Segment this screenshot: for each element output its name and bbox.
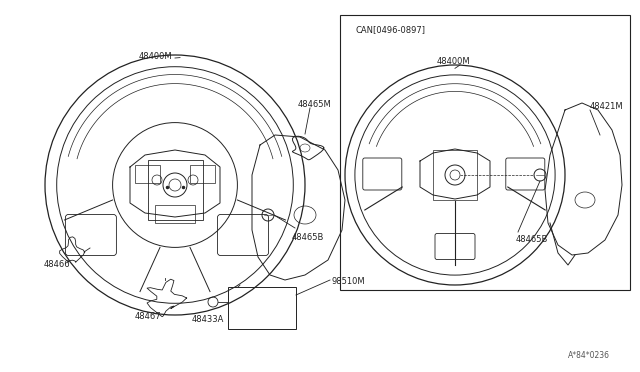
- Text: CAN[0496-0897]: CAN[0496-0897]: [355, 25, 425, 34]
- Text: 48465B: 48465B: [292, 233, 324, 242]
- Text: A*84*0236: A*84*0236: [568, 351, 610, 360]
- Text: 48465M: 48465M: [298, 100, 332, 109]
- Text: 48421M: 48421M: [590, 102, 623, 111]
- Bar: [228, 287, 296, 329]
- Text: 48466: 48466: [44, 260, 70, 269]
- Text: 48467: 48467: [134, 312, 161, 321]
- Text: 98510M: 98510M: [332, 277, 365, 286]
- Bar: [190, 165, 215, 183]
- Bar: [340, 15, 630, 290]
- Bar: [155, 205, 195, 223]
- Text: 48400M: 48400M: [138, 52, 172, 61]
- Bar: [433, 150, 477, 200]
- Text: 48465B: 48465B: [516, 235, 548, 244]
- Text: 48400M: 48400M: [437, 57, 470, 66]
- Text: 48433A: 48433A: [192, 315, 225, 324]
- Bar: [147, 160, 202, 220]
- Bar: [135, 165, 160, 183]
